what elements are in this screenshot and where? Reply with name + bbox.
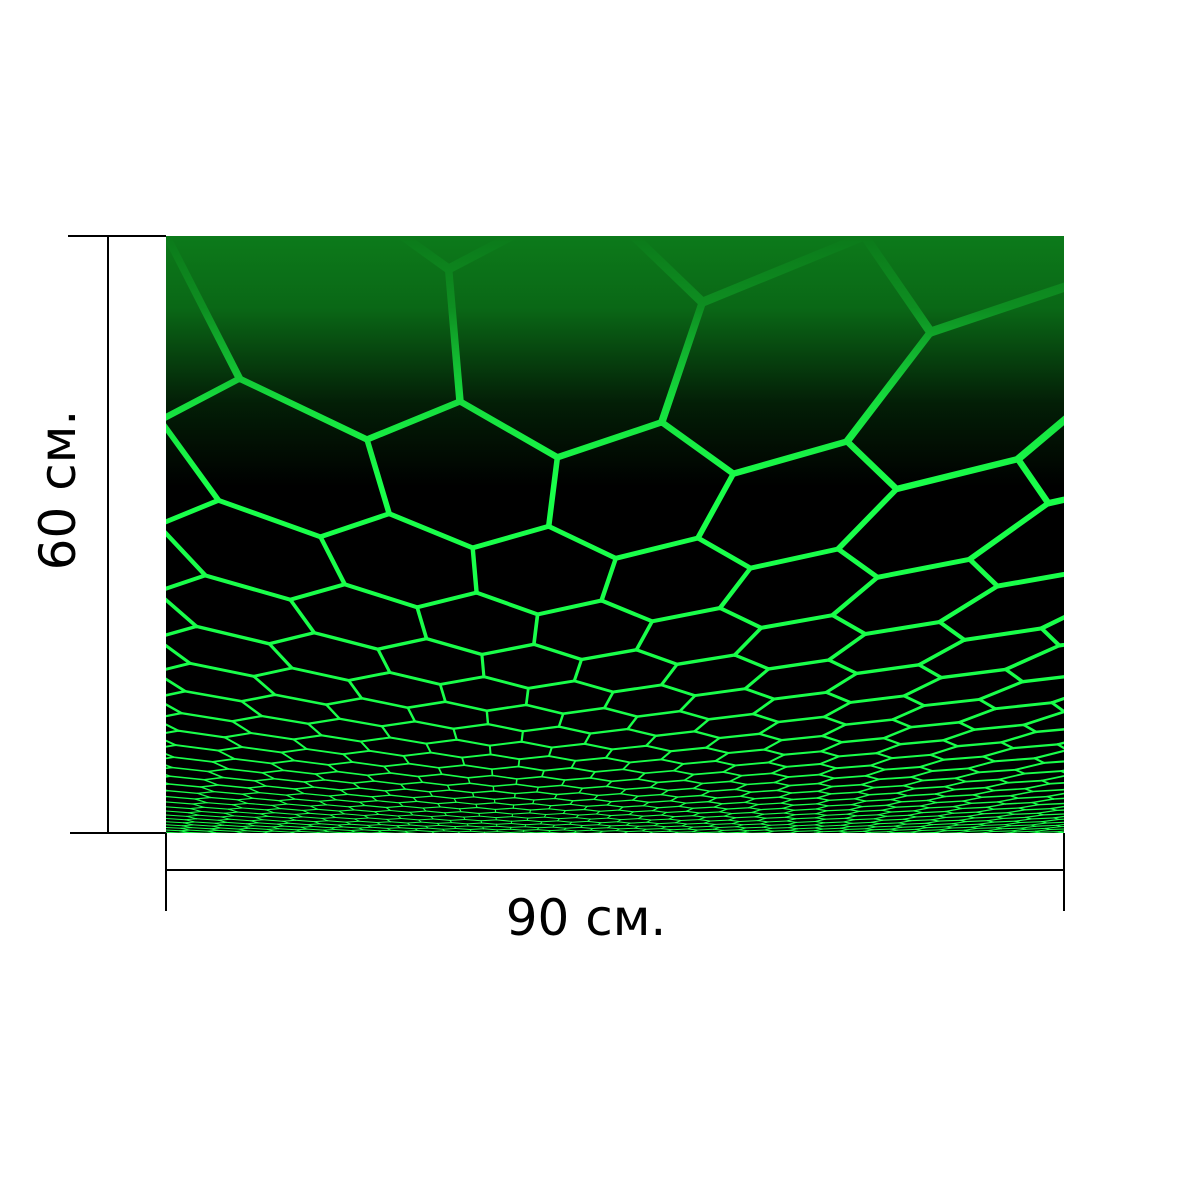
horizon-glow [166, 236, 1064, 833]
height-label: 60 см. [29, 409, 87, 571]
width-label: 90 см. [505, 889, 667, 947]
print-image [166, 236, 1064, 833]
hex-grid-image [166, 236, 1064, 833]
